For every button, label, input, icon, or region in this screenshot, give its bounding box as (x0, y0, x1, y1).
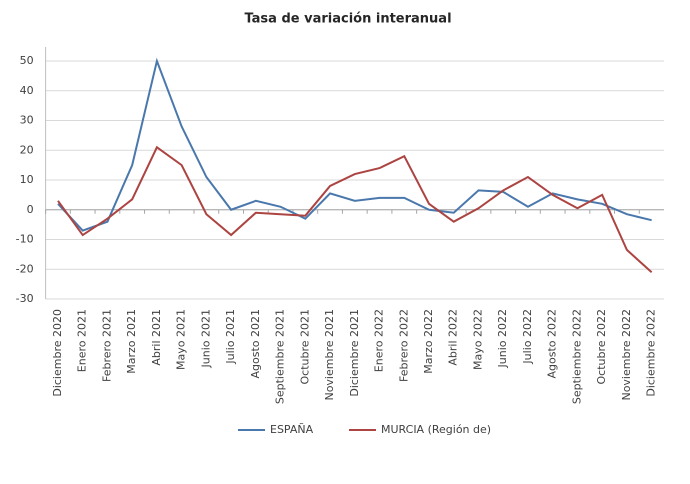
x-tick-label: Diciembre 2021 (348, 309, 361, 397)
x-tick-label: Marzo 2022 (422, 309, 435, 374)
x-tick-label: Agosto 2022 (546, 309, 559, 379)
y-tick-label: 0 (27, 203, 34, 216)
x-tick-label: Junio 2021 (199, 309, 212, 368)
series-line (57, 145, 653, 273)
series-line (57, 57, 652, 232)
x-tick-label: Diciembre 2022 (645, 309, 658, 397)
legend-label: MURCIA (Región de) (381, 423, 491, 436)
x-tick-label: Septiembre 2022 (570, 309, 583, 404)
x-tick-label: Septiembre 2021 (274, 309, 287, 404)
legend-label: ESPAÑA (270, 423, 314, 436)
y-tick-label: 50 (20, 54, 34, 67)
x-tick-label: Enero 2022 (373, 309, 386, 372)
x-tick-label: Julio 2021 (224, 309, 237, 365)
y-tick-label: -10 (16, 233, 34, 246)
chart-title: Tasa de variación interanual (244, 12, 451, 27)
y-tick-label: -30 (16, 292, 34, 305)
x-tick-label: Mayo 2021 (175, 309, 188, 370)
x-tick-label: Febrero 2022 (397, 309, 410, 382)
x-tick-label: Noviembre 2022 (620, 309, 633, 401)
x-tick-label: Agosto 2021 (249, 309, 262, 379)
x-tick-label: Junio 2022 (496, 309, 509, 368)
y-tick-label: 30 (20, 114, 34, 127)
y-tick-label: 40 (20, 84, 34, 97)
y-tick-label: -20 (16, 262, 34, 275)
y-tick-label: 20 (20, 143, 34, 156)
x-tick-label: Abril 2021 (150, 309, 163, 366)
x-tick-label: Octubre 2022 (595, 309, 608, 385)
x-tick-label: Marzo 2021 (125, 309, 138, 374)
x-tick-label: Diciembre 2020 (51, 309, 64, 397)
x-tick-label: Mayo 2022 (471, 309, 484, 370)
y-tick-label: 10 (20, 173, 34, 186)
x-tick-label: Noviembre 2021 (323, 309, 336, 401)
x-tick-label: Enero 2021 (76, 309, 89, 372)
x-tick-label: Julio 2022 (521, 309, 534, 365)
x-tick-label: Abril 2022 (447, 309, 460, 366)
x-tick-label: Octubre 2021 (298, 309, 311, 385)
x-tick-label: Febrero 2021 (100, 309, 113, 382)
